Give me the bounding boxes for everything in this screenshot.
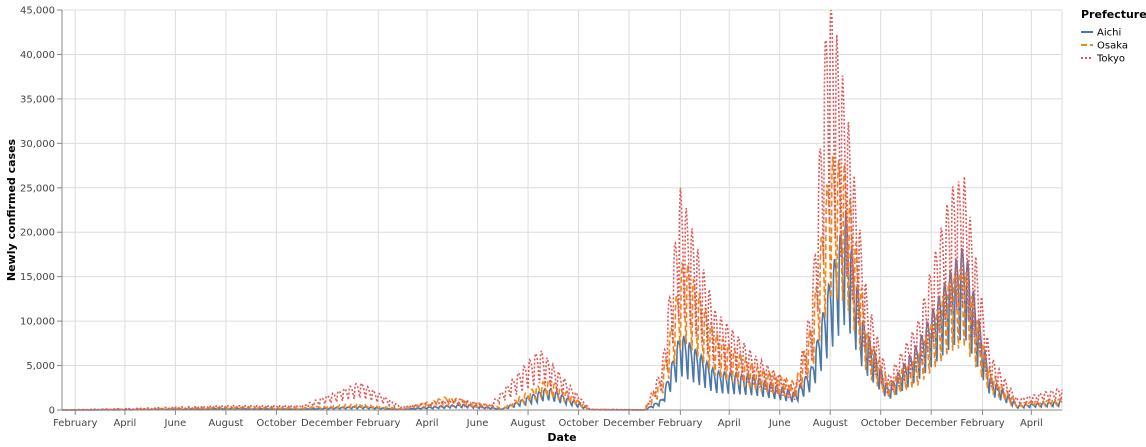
x-tick-label: June [466,418,489,429]
y-axis-ticks: 0 5,000 10,000 15,000 20,000 25,000 30,000 35,0… [20,6,62,417]
x-tick-label: December [301,418,354,429]
x-tick-label: August [511,418,546,429]
legend-label-tokyo: Tokyo [1096,54,1125,65]
x-tick-label: June [768,418,791,429]
grid [62,9,1063,411]
x-axis-title: Date [547,431,576,444]
legend-title: Prefecture [1081,8,1146,21]
x-tick-label: December [905,418,958,429]
x-tick-label: April [718,418,741,429]
legend: Prefecture Aichi Osaka Tokyo [1081,8,1146,65]
y-tick-label: 45,000 [20,6,55,17]
y-tick-label: 25,000 [20,183,55,194]
legend-items: Aichi Osaka Tokyo [1081,28,1128,65]
y-tick-label: 15,000 [20,272,55,283]
series-line-osaka [62,156,1063,411]
y-tick-label: 35,000 [20,94,55,105]
x-tick-label: April [1020,418,1043,429]
y-axis-title: Newly confirmed cases [5,138,18,281]
legend-label-aichi: Aichi [1097,28,1121,39]
x-tick-label: April [113,418,136,429]
x-tick-label: December [603,418,656,429]
x-tick-label: February [658,418,702,429]
x-tick-label: October [559,418,600,429]
y-tick-label: 0 [49,406,55,417]
x-axis-ticks: February April June August October December Fe… [53,410,1043,429]
y-tick-label: 10,000 [20,317,55,328]
y-tick-label: 5,000 [26,361,55,372]
y-tick-label: 20,000 [20,228,55,239]
x-tick-label: June [164,418,187,429]
legend-label-osaka: Osaka [1097,41,1128,52]
x-tick-label: February [960,418,1004,429]
x-tick-label: August [208,418,243,429]
y-tick-label: 40,000 [20,50,55,61]
series-layer [62,9,1063,411]
y-tick-label: 30,000 [20,139,55,150]
x-tick-label: April [416,418,439,429]
x-tick-label: February [53,418,97,429]
axes-layer [61,10,1062,411]
x-tick-label: October [861,418,902,429]
x-tick-label: February [356,418,400,429]
x-tick-label: August [813,418,848,429]
x-tick-label: October [256,418,297,429]
series-line-tokyo [62,9,1063,411]
